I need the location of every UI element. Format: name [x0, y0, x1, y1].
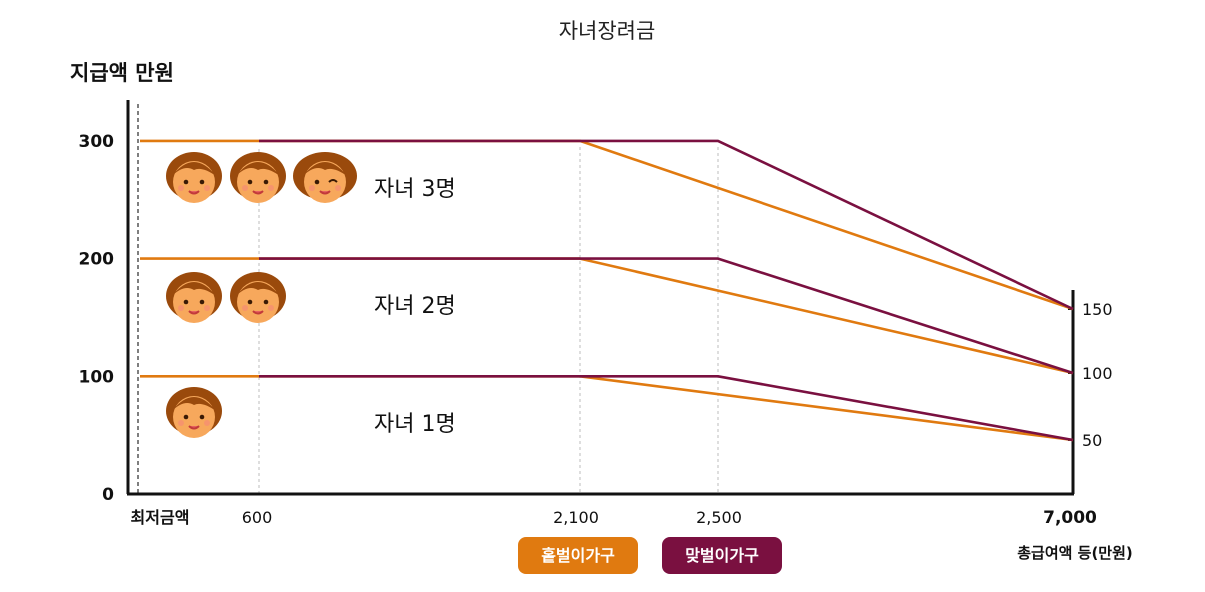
- x-tick-label: 최저금액: [131, 508, 190, 527]
- child-face-icon: [230, 272, 286, 323]
- x-axis-label: 총급여액 등(만원): [1017, 544, 1133, 562]
- group-label: 자녀 3명: [374, 177, 456, 202]
- y-tick-label: 0: [102, 485, 114, 505]
- y-tick-label: 200: [79, 250, 115, 270]
- right-tick-label: 100: [1082, 364, 1113, 383]
- child-face-icon: [166, 272, 222, 323]
- legend-swatch: [518, 537, 638, 574]
- guides: [137, 104, 719, 494]
- child-face-icon: [293, 152, 357, 203]
- series-line: [259, 374, 1074, 442]
- y-tick-label: 300: [79, 132, 115, 152]
- child-faces: [166, 152, 357, 438]
- x-tick-label: 2,100: [553, 508, 599, 527]
- series-line: [140, 257, 1074, 375]
- group-label: 자녀 1명: [374, 412, 456, 437]
- legend-label: 맞벌이가구: [685, 546, 759, 565]
- legend: 홑벌이가구 맞벌이가구: [518, 537, 782, 574]
- series-line: [259, 257, 1074, 375]
- legend-label: 홑벌이가구: [541, 546, 615, 565]
- legend-item: 맞벌이가구: [662, 537, 782, 574]
- right-tick-label: 50: [1082, 431, 1102, 450]
- child-face-icon: [166, 387, 222, 438]
- series-line: [259, 139, 1074, 311]
- child-face-icon: [230, 152, 286, 203]
- y-axis-label: 지급액 만원: [70, 61, 174, 85]
- legend-item: 홑벌이가구: [518, 537, 638, 574]
- y-tick-label: 100: [79, 367, 115, 387]
- x-tick-label: 600: [242, 508, 273, 527]
- group-label: 자녀 2명: [374, 294, 456, 319]
- x-tick-label: 7,000: [1043, 508, 1097, 528]
- legend-swatch: [662, 537, 782, 574]
- child-face-icon: [166, 152, 222, 203]
- series-line: [140, 374, 1074, 442]
- x-tick-label: 2,500: [696, 508, 742, 527]
- chart-title: 자녀장려금: [559, 19, 656, 43]
- right-tick-label: 150: [1082, 300, 1113, 319]
- tick-labels: 150 100 50 0 100 200 300 최저금액 600 2,100 2,500 7,000…: [79, 132, 1113, 528]
- series-lines: [140, 139, 1074, 442]
